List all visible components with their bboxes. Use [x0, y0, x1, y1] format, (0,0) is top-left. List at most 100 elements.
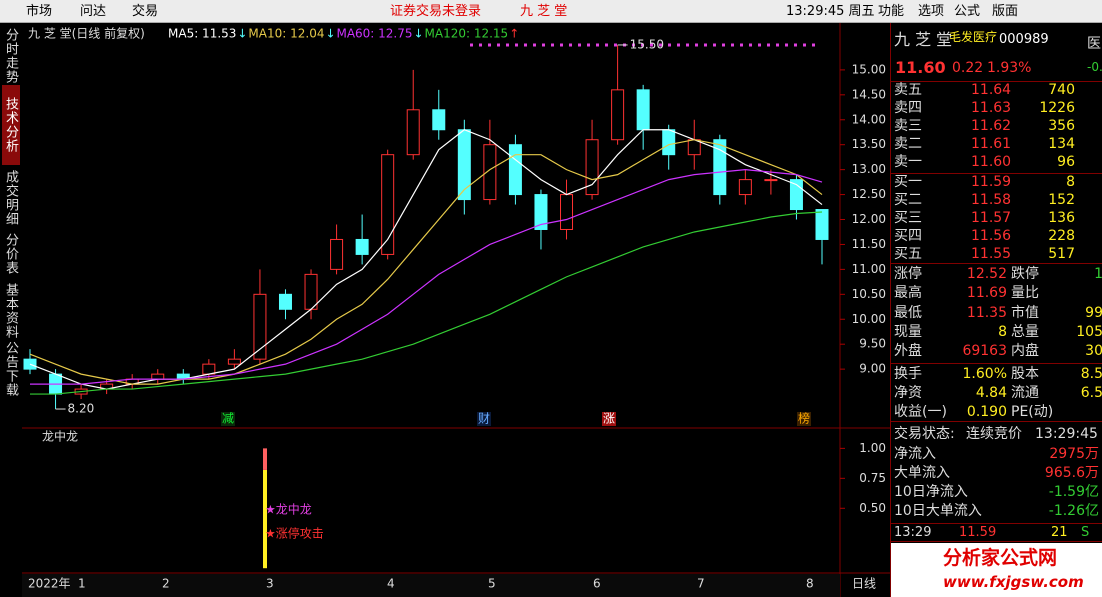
- order-label: 买四: [894, 228, 922, 244]
- price: 11.60: [895, 58, 946, 77]
- stat-value: 99: [1085, 304, 1102, 321]
- y-tick-label: 11.00: [852, 262, 886, 276]
- event-marker: 榜: [798, 411, 810, 426]
- side-tab: 公告下载: [3, 341, 18, 397]
- signal-bar: [263, 469, 267, 569]
- event-badge: [602, 412, 616, 426]
- order-volume: 96: [1057, 154, 1075, 170]
- stat-value: 30: [1085, 343, 1102, 360]
- chart-bg: [22, 23, 890, 597]
- order-label: 卖一: [894, 154, 922, 170]
- stat-label: 量比: [1011, 285, 1039, 302]
- candle-body: [227, 358, 241, 365]
- separator: [891, 263, 1102, 264]
- stat-label: 市值: [1011, 304, 1039, 321]
- flow-label: 大单流入: [894, 465, 950, 481]
- event-badge: [221, 412, 235, 426]
- order-label: 买五: [894, 246, 922, 262]
- y-tick-label: 12.50: [852, 187, 886, 201]
- order-label: 卖三: [894, 118, 922, 134]
- ma-arrow: ↓: [237, 27, 247, 41]
- candle-body: [662, 129, 676, 156]
- separator: [891, 363, 1102, 364]
- ma-legend: MA60: 12.75: [336, 27, 412, 41]
- chart-title: 九 芝 堂(日线 前复权): [28, 26, 145, 41]
- ma-arrow: ↓: [414, 27, 424, 41]
- candle-body: [611, 89, 625, 141]
- y-tick-label: 1.00: [859, 441, 886, 455]
- ma-legend: MA5: 11.53: [168, 27, 236, 41]
- stat-label: 现量: [894, 323, 922, 340]
- candle-body: [738, 179, 752, 196]
- y-tick-label: 15.00: [852, 62, 886, 76]
- order-volume: 517: [1048, 246, 1075, 262]
- stat-value: 11.35: [966, 304, 1007, 321]
- status-time: 13:29:45: [1035, 426, 1098, 442]
- quote-panel: 九 芝 堂毛发医疗 000989 11.60 0.22 1.93% 卖五 11.64 740 卖…: [890, 23, 1102, 597]
- menu-item: 版面: [992, 4, 1019, 19]
- x-tick-label: 3: [266, 577, 274, 591]
- candle-body: [355, 238, 369, 255]
- stat-label: 换手: [894, 365, 922, 382]
- ma-arrow: ↓: [325, 27, 335, 41]
- candle-body: [253, 293, 267, 360]
- stat-value: 1: [1094, 266, 1102, 282]
- side-tab: 分时走势: [3, 28, 18, 84]
- order-volume: 134: [1048, 136, 1075, 152]
- y-tick-label: 14.00: [852, 112, 886, 126]
- event-marker: 减: [222, 412, 234, 426]
- stat-label: 股本: [1011, 365, 1039, 382]
- stat-value: 105: [1076, 323, 1102, 340]
- candle-body: [815, 209, 829, 240]
- ma-line: [29, 139, 823, 385]
- stat-label: 净资: [894, 384, 922, 401]
- side-tab: 基本资料: [3, 283, 18, 339]
- order-volume: 152: [1048, 192, 1075, 208]
- stat-label: 跌停: [1011, 266, 1039, 282]
- stat-label: PE(动): [1011, 404, 1054, 421]
- menu-item: 问达: [80, 4, 107, 19]
- tick-time: 13:29: [894, 525, 932, 540]
- ma-legend: MA120: 12.15: [425, 27, 509, 41]
- chart: 九 芝 堂(日线 前复权) 龙中龙 日线 15.00 14.50 14.00 13.5…: [22, 23, 890, 597]
- annotation: 15.50: [630, 37, 664, 51]
- order-label: 卖五: [894, 82, 922, 98]
- y-tick-label: 0.75: [859, 471, 886, 485]
- signal-label: ★涨停攻击: [265, 526, 324, 541]
- stat-label: 收益(一): [894, 404, 947, 421]
- order-volume: 136: [1048, 210, 1075, 226]
- candle-body: [560, 194, 574, 230]
- stat-label: 最低: [894, 304, 922, 321]
- candle-body: [381, 154, 395, 255]
- order-label: 买一: [894, 174, 922, 190]
- logo-title: 分析家公式网: [943, 547, 1058, 569]
- flow-label: 10日大单流入: [894, 503, 982, 519]
- stat-value: 11.69: [966, 285, 1007, 302]
- menu-item: 选项: [918, 4, 945, 19]
- candle-body: [483, 144, 497, 201]
- y-tick-label: 14.50: [852, 87, 886, 101]
- order-label: 买三: [894, 210, 922, 226]
- y-tick-label: 12.00: [852, 212, 886, 226]
- x-tick-label: 2: [162, 577, 170, 591]
- separator: [891, 523, 1102, 524]
- event-badge: [797, 412, 811, 426]
- y-tick-label: 10.00: [852, 312, 886, 326]
- order-label: 买二: [894, 192, 922, 208]
- candle-body: [713, 139, 727, 196]
- x-tick-label: 7: [697, 577, 705, 591]
- side-tab: 技术分析: [2, 85, 20, 165]
- stat-label: 外盘: [894, 343, 922, 360]
- percent: 1.93%: [987, 60, 1032, 76]
- menu-stock: 九 芝 堂: [520, 4, 568, 19]
- stock-code: 000989: [999, 32, 1049, 47]
- indicator-title: 龙中龙: [42, 429, 78, 444]
- side-tab: 成交明细: [3, 170, 18, 226]
- order-price: 11.62: [971, 118, 1012, 134]
- flow-value: 2975万: [1049, 446, 1099, 462]
- order-price: 11.60: [971, 154, 1012, 170]
- order-label: 卖二: [894, 136, 922, 152]
- candle-body: [202, 363, 216, 375]
- login-notice: 证券交易未登录: [390, 4, 482, 19]
